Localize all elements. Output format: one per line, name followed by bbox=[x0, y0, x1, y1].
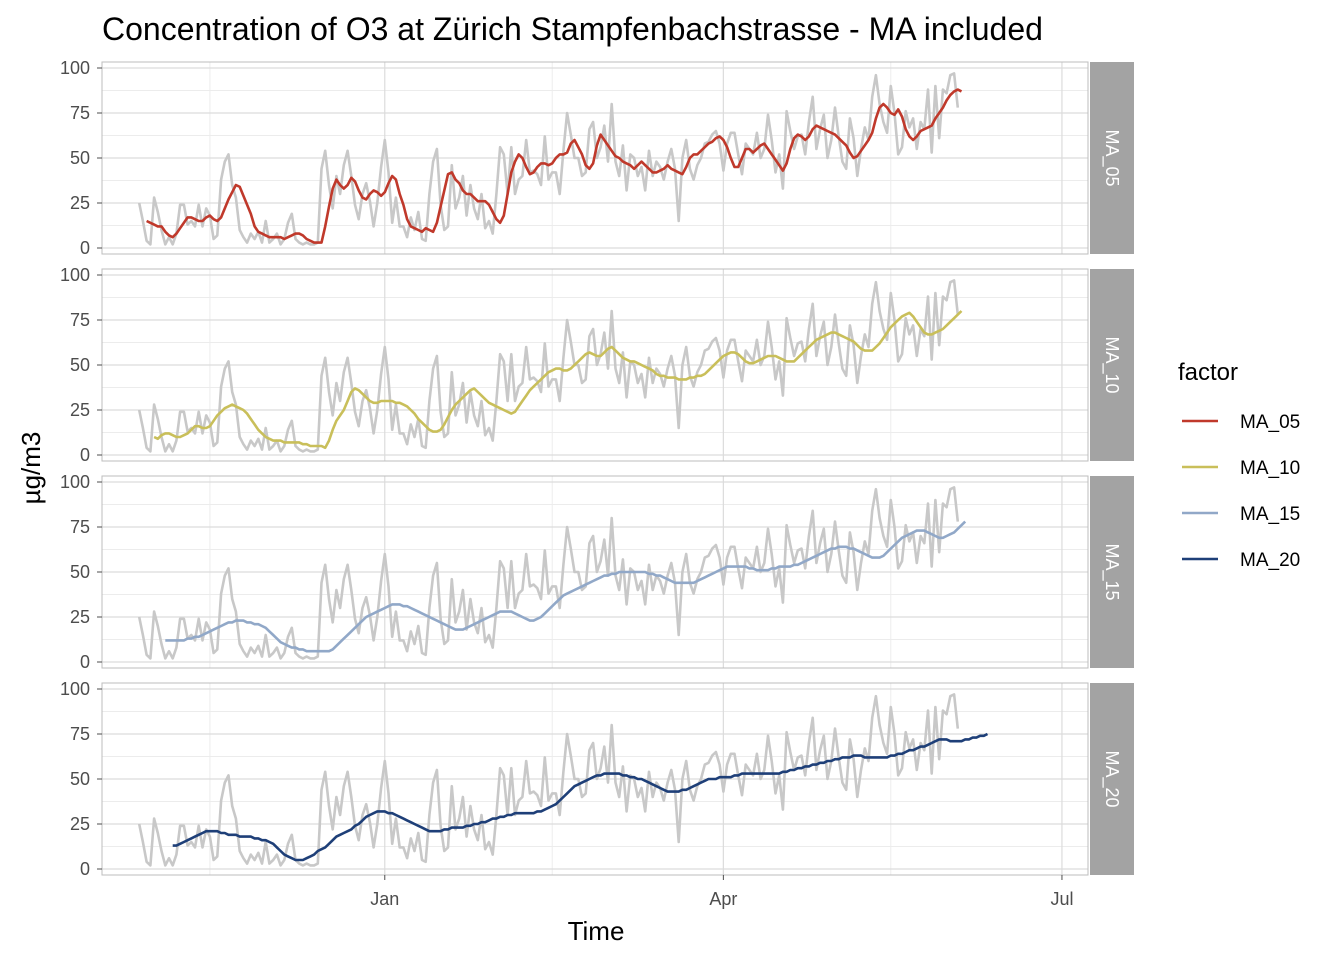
facet-panels: 0 25 50 75 100 MA_05 0 25 50 75 100 MA_10 0 25 50 75 100… bbox=[60, 58, 1134, 879]
raw-series-line bbox=[137, 279, 960, 453]
facet-panel-MA_20: 0 25 50 75 100 MA_20 bbox=[60, 679, 1134, 879]
y-tick-label: 100 bbox=[60, 679, 90, 699]
facet-strip bbox=[1090, 476, 1134, 668]
series-line-MA_15 bbox=[165, 520, 967, 653]
facet-strip-label: MA_15 bbox=[1101, 543, 1122, 600]
y-tick-label: 0 bbox=[80, 859, 90, 879]
chart-title: Concentration of O3 at Zürich Stampfenba… bbox=[102, 11, 1043, 47]
y-tick-label: 25 bbox=[70, 814, 90, 834]
facet-strip bbox=[1090, 269, 1134, 461]
facet-strip-label: MA_20 bbox=[1101, 750, 1122, 807]
legend-label-MA_10: MA_10 bbox=[1240, 458, 1300, 479]
y-tick-label: 100 bbox=[60, 58, 90, 78]
y-tick-label: 25 bbox=[70, 607, 90, 627]
y-tick-label: 50 bbox=[70, 355, 90, 375]
y-tick-label: 75 bbox=[70, 103, 90, 123]
y-tick-label: 0 bbox=[80, 238, 90, 258]
raw-series-line bbox=[137, 486, 960, 660]
x-tick-label: Jul bbox=[1050, 889, 1073, 909]
y-tick-label: 50 bbox=[70, 148, 90, 168]
y-tick-label: 100 bbox=[60, 265, 90, 285]
legend-label-MA_15: MA_15 bbox=[1240, 504, 1300, 525]
series-line-MA_20 bbox=[172, 732, 989, 862]
y-tick-label: 0 bbox=[80, 445, 90, 465]
y-tick-label: 25 bbox=[70, 400, 90, 420]
legend: factor MA_05 MA_10 MA_15 MA_20 bbox=[1178, 359, 1300, 571]
x-axis: Jan Apr Jul bbox=[370, 875, 1073, 909]
facet-panel-MA_15: 0 25 50 75 100 MA_15 bbox=[60, 472, 1134, 672]
raw-series-line bbox=[137, 693, 960, 867]
y-tick-label: 0 bbox=[80, 652, 90, 672]
y-tick-label: 100 bbox=[60, 472, 90, 492]
y-tick-label: 75 bbox=[70, 310, 90, 330]
y-tick-label: 50 bbox=[70, 562, 90, 582]
legend-label-MA_20: MA_20 bbox=[1240, 550, 1300, 571]
facet-strip bbox=[1090, 62, 1134, 254]
facet-panel-MA_05: 0 25 50 75 100 MA_05 bbox=[60, 58, 1134, 258]
legend-title: factor bbox=[1178, 359, 1238, 386]
x-tick-label: Jan bbox=[370, 889, 399, 909]
facet-strip bbox=[1090, 683, 1134, 875]
y-tick-label: 25 bbox=[70, 193, 90, 213]
raw-series-line bbox=[137, 72, 960, 246]
facet-panel-MA_10: 0 25 50 75 100 MA_10 bbox=[60, 265, 1134, 465]
x-axis-title: Time bbox=[568, 916, 625, 946]
legend-label-MA_05: MA_05 bbox=[1240, 412, 1300, 433]
facet-strip-label: MA_05 bbox=[1101, 129, 1122, 186]
series-line-MA_05 bbox=[146, 88, 963, 244]
x-tick-label: Apr bbox=[709, 889, 737, 909]
y-tick-label: 50 bbox=[70, 769, 90, 789]
series-line-MA_10 bbox=[153, 310, 963, 450]
y-axis-title: µg/m3 bbox=[16, 432, 46, 505]
y-tick-label: 75 bbox=[70, 517, 90, 537]
y-tick-label: 75 bbox=[70, 724, 90, 744]
facet-strip-label: MA_10 bbox=[1101, 336, 1122, 393]
